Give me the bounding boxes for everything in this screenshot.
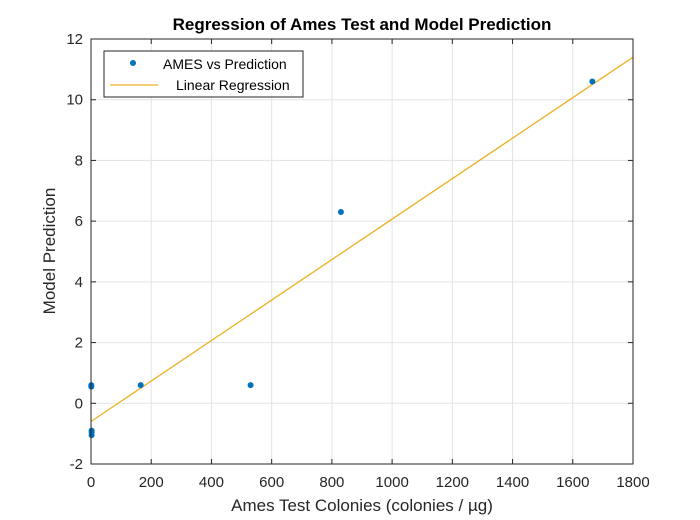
data-point	[247, 382, 254, 389]
y-tick-label: 10	[66, 92, 83, 109]
x-tick-label: 1200	[436, 474, 469, 491]
x-tick-label: 600	[259, 474, 284, 491]
legend-box	[103, 50, 304, 98]
x-tick-label: 400	[199, 474, 224, 491]
x-tick-label: 1000	[375, 474, 408, 491]
series-layer	[88, 56, 634, 439]
y-tick-label: 4	[75, 274, 83, 291]
x-tick-label: 800	[319, 474, 344, 491]
plot-frame	[90, 38, 634, 465]
x-tick-label: 0	[87, 474, 95, 491]
x-tick-label: 1800	[616, 474, 649, 491]
data-point	[337, 209, 344, 216]
chart-title: Regression of Ames Test and Model Predic…	[173, 15, 552, 34]
y-axis-label: Model Prediction	[40, 188, 59, 315]
legend-marker-ames-vs-prediction	[130, 60, 136, 66]
y-tick-label: 2	[75, 335, 83, 352]
regression-line	[90, 56, 634, 423]
y-tick-label: 0	[75, 395, 83, 412]
y-tick-label: 6	[75, 213, 83, 230]
y-tick-label: -2	[70, 456, 83, 473]
plot-area	[91, 39, 633, 464]
axis-ticks: 0 200 400 600 800 1000 1200 1400 1600 1800-202468…	[66, 31, 649, 491]
y-tick-label: 8	[75, 152, 83, 169]
data-point	[137, 382, 144, 389]
x-tick-label: 1600	[556, 474, 589, 491]
y-tick-label: 12	[66, 31, 83, 48]
data-point	[589, 78, 596, 85]
legend-label-linear-regression: Linear Regression	[176, 77, 290, 93]
legend-label-ames-vs-prediction: AMES vs Prediction	[163, 56, 287, 72]
legend: AMES vs Prediction Linear Regression	[103, 50, 304, 98]
data-point	[88, 427, 95, 434]
data-point	[88, 432, 95, 439]
x-tick-label: 200	[139, 474, 164, 491]
x-axis-label: Ames Test Colonies (colonies / µg)	[231, 496, 493, 515]
x-tick-label: 1400	[496, 474, 529, 491]
